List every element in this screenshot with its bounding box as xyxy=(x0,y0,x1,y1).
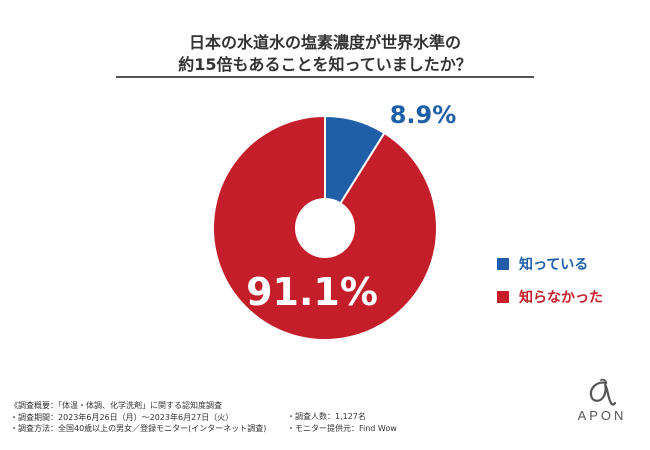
survey-footnote: 《調査概要：「体温・体調、化学洗剤」に関する認知度調査 ・調査期間：2023年6… xyxy=(10,400,266,435)
survey-footnote-right: ・調査人数：1,127名 ・モニター提供元：Find Wow xyxy=(287,411,397,434)
chart-legend: 知っている 知らなかった xyxy=(497,254,603,320)
donut-data-labels: 8.9% 91.1% xyxy=(246,101,456,314)
apon-logo: APON xyxy=(562,378,642,428)
data-label-knew: 8.9% xyxy=(390,101,457,129)
title-divider xyxy=(116,76,534,78)
footnote-respondents: ・調査人数：1,127名 xyxy=(287,412,366,421)
footnote-overview: 《調査概要：「体温・体調、化学洗剤」に関する認知度調査 xyxy=(10,401,222,410)
legend-item-knew: 知っている xyxy=(497,254,603,274)
legend-swatch-knew xyxy=(497,258,509,270)
legend-label-knew: 知っている xyxy=(519,257,589,273)
apon-logo-text: APON xyxy=(577,408,627,423)
footnote-period: ・調査期間：2023年6月26日（月）～2023年6月27日（火） xyxy=(10,412,234,422)
legend-label-did-not-know: 知らなかった xyxy=(519,290,603,306)
footnote-provider: ・モニター提供元：Find Wow xyxy=(287,423,397,433)
chart-title-line-2: 約15倍もあることを知っていましたか？ xyxy=(178,55,472,74)
chart-title-line-1: 日本の水道水の塩素濃度が世界水準の xyxy=(188,33,461,52)
legend-swatch-did-not-know xyxy=(497,291,509,303)
donut-chart: 8.9% 91.1% xyxy=(212,101,456,341)
apon-script-logo-icon xyxy=(589,378,617,406)
footnote-method: ・調査方法：全国40歳以上の男女／登録モニター(インターネット調査) xyxy=(10,424,267,433)
data-label-did-not-know: 91.1% xyxy=(246,270,378,314)
legend-item-did-not-know: 知らなかった xyxy=(497,287,603,307)
donut-hole xyxy=(295,198,355,258)
chart-title: 日本の水道水の塩素濃度が世界水準の 約15倍もあることを知っていましたか？ xyxy=(0,32,650,76)
